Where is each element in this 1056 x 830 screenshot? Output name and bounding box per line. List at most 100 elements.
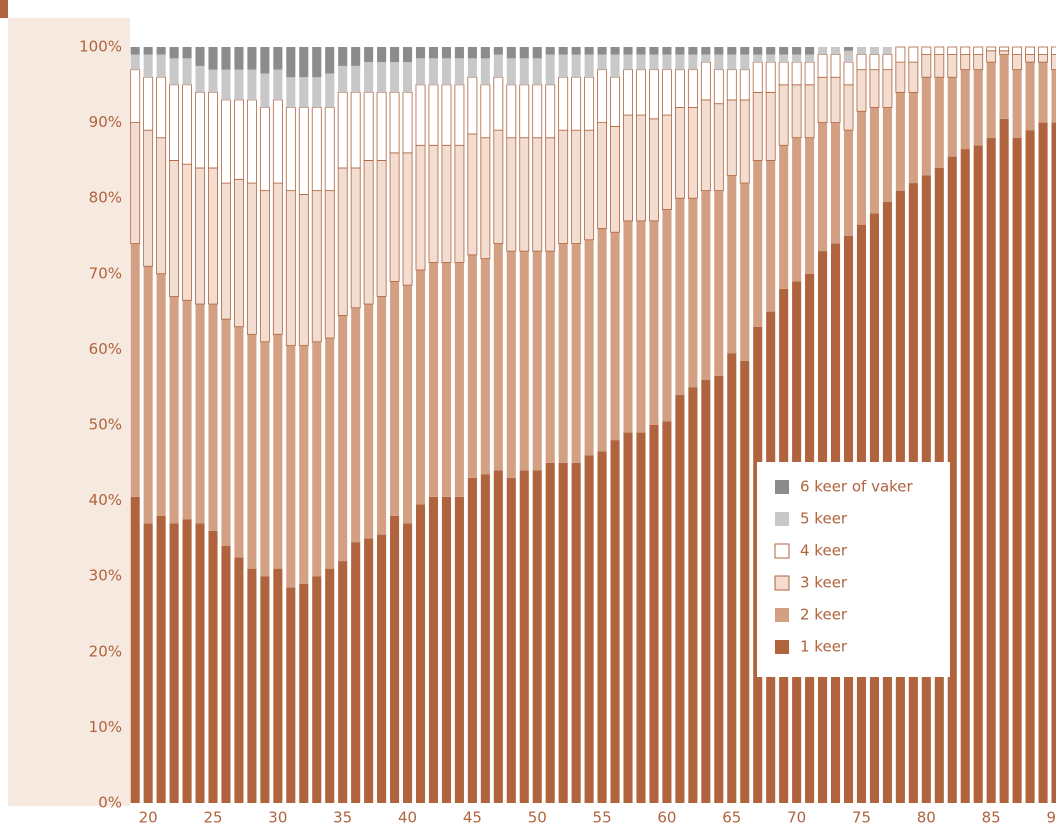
bar-segment [298,194,309,347]
bar-segment [700,61,711,101]
bar-segment [247,568,257,803]
bar-segment [338,65,348,93]
bar-segment [584,76,595,131]
x-tick-label: 35 [333,809,352,827]
bar-segment [778,84,789,146]
bar-segment [675,394,685,803]
bar-segment [558,54,568,78]
bar-segment [960,149,970,803]
bar-segment [558,243,568,463]
bar-segment [415,504,426,803]
bar-segment [701,379,711,803]
bar-segment [156,47,166,55]
bar-segment [169,296,179,524]
bar-segment [377,296,387,535]
bar-segment [390,281,400,516]
bar-segment [286,345,296,588]
bar-segment [662,54,672,70]
bar-segment [661,114,672,210]
bar-segment [312,77,322,108]
bar-segment [636,114,646,222]
x-tick-label: 25 [203,809,222,827]
bar-segment [895,46,906,63]
bar-segment [701,54,711,63]
bar-segment [377,534,387,803]
bar-segment [688,54,698,70]
bar-segment [246,182,257,335]
bar-segment [376,91,387,161]
bar-segment [818,47,828,55]
x-tick-label: 55 [593,809,612,827]
bar-segment [221,545,231,803]
bar-segment [1051,54,1056,71]
bar-segment [999,50,1010,55]
bar-segment [726,99,737,176]
bar-segment [532,470,542,803]
bar-segment [221,319,231,546]
bar-segment [208,167,218,305]
bar-segment [403,523,413,803]
bar-segment [649,69,659,120]
bar-segment [182,47,192,59]
bar-segment [960,69,970,150]
legend-label: 2 keer [800,606,848,624]
bar-segment [156,273,166,516]
bar-segment [623,114,633,222]
bar-segment [778,61,789,86]
bar-segment [584,47,594,55]
bar-segment [1051,69,1056,123]
bar-segment [947,77,957,157]
bar-segment [454,262,464,497]
bar-segment [350,91,361,169]
bar-segment [571,243,581,463]
bar-segment [805,137,815,274]
bar-segment [325,47,335,74]
bar-segment [714,375,724,803]
bar-segment [584,129,595,241]
bar-segment [169,84,180,161]
bar-segment [441,144,452,263]
bar-segment [869,54,880,71]
y-tick-label: 100% [79,38,122,56]
bar-segment [610,47,620,55]
bar-segment [713,103,724,192]
bar-segment [285,107,296,192]
x-tick-label: 50 [528,809,547,827]
bar-segment [273,568,283,803]
x-tick-label: 60 [657,809,676,827]
bar-segment [428,262,439,497]
bar-segment [882,54,893,71]
bar-segment [623,54,633,70]
bar-segment [675,198,685,395]
bar-segment [519,47,529,59]
bar-segment [259,190,270,343]
bar-segment [169,58,179,85]
bar-segment [260,73,270,108]
bar-segment [739,99,750,184]
bar-segment [766,160,776,312]
bar-segment [519,84,530,139]
bar-segment [441,58,451,85]
bar-segment [390,515,400,803]
bar-segment [597,54,607,70]
bar-segment [377,47,387,63]
bar-segment [195,47,205,66]
bar-segment [467,76,478,135]
bar-segment [415,144,426,271]
bar-segment [195,65,205,93]
bar-segment [415,47,426,59]
bar-segment [312,341,322,577]
bar-segment [363,159,374,305]
legend: 1 keer 2 keer 3 keer 4 keer 5 keer 6 keer of … [757,462,950,677]
bar-segment [558,76,569,131]
legend-swatch [775,512,789,526]
bar-segment [571,129,582,244]
legend-label: 6 keer of vaker [800,478,914,496]
bar-segment [714,47,724,55]
bar-segment [428,84,439,146]
bar-segment [273,69,283,100]
bar-segment [792,47,802,55]
bar-segment [195,523,205,803]
bar-segment [675,47,685,55]
bar-segment [351,65,361,93]
